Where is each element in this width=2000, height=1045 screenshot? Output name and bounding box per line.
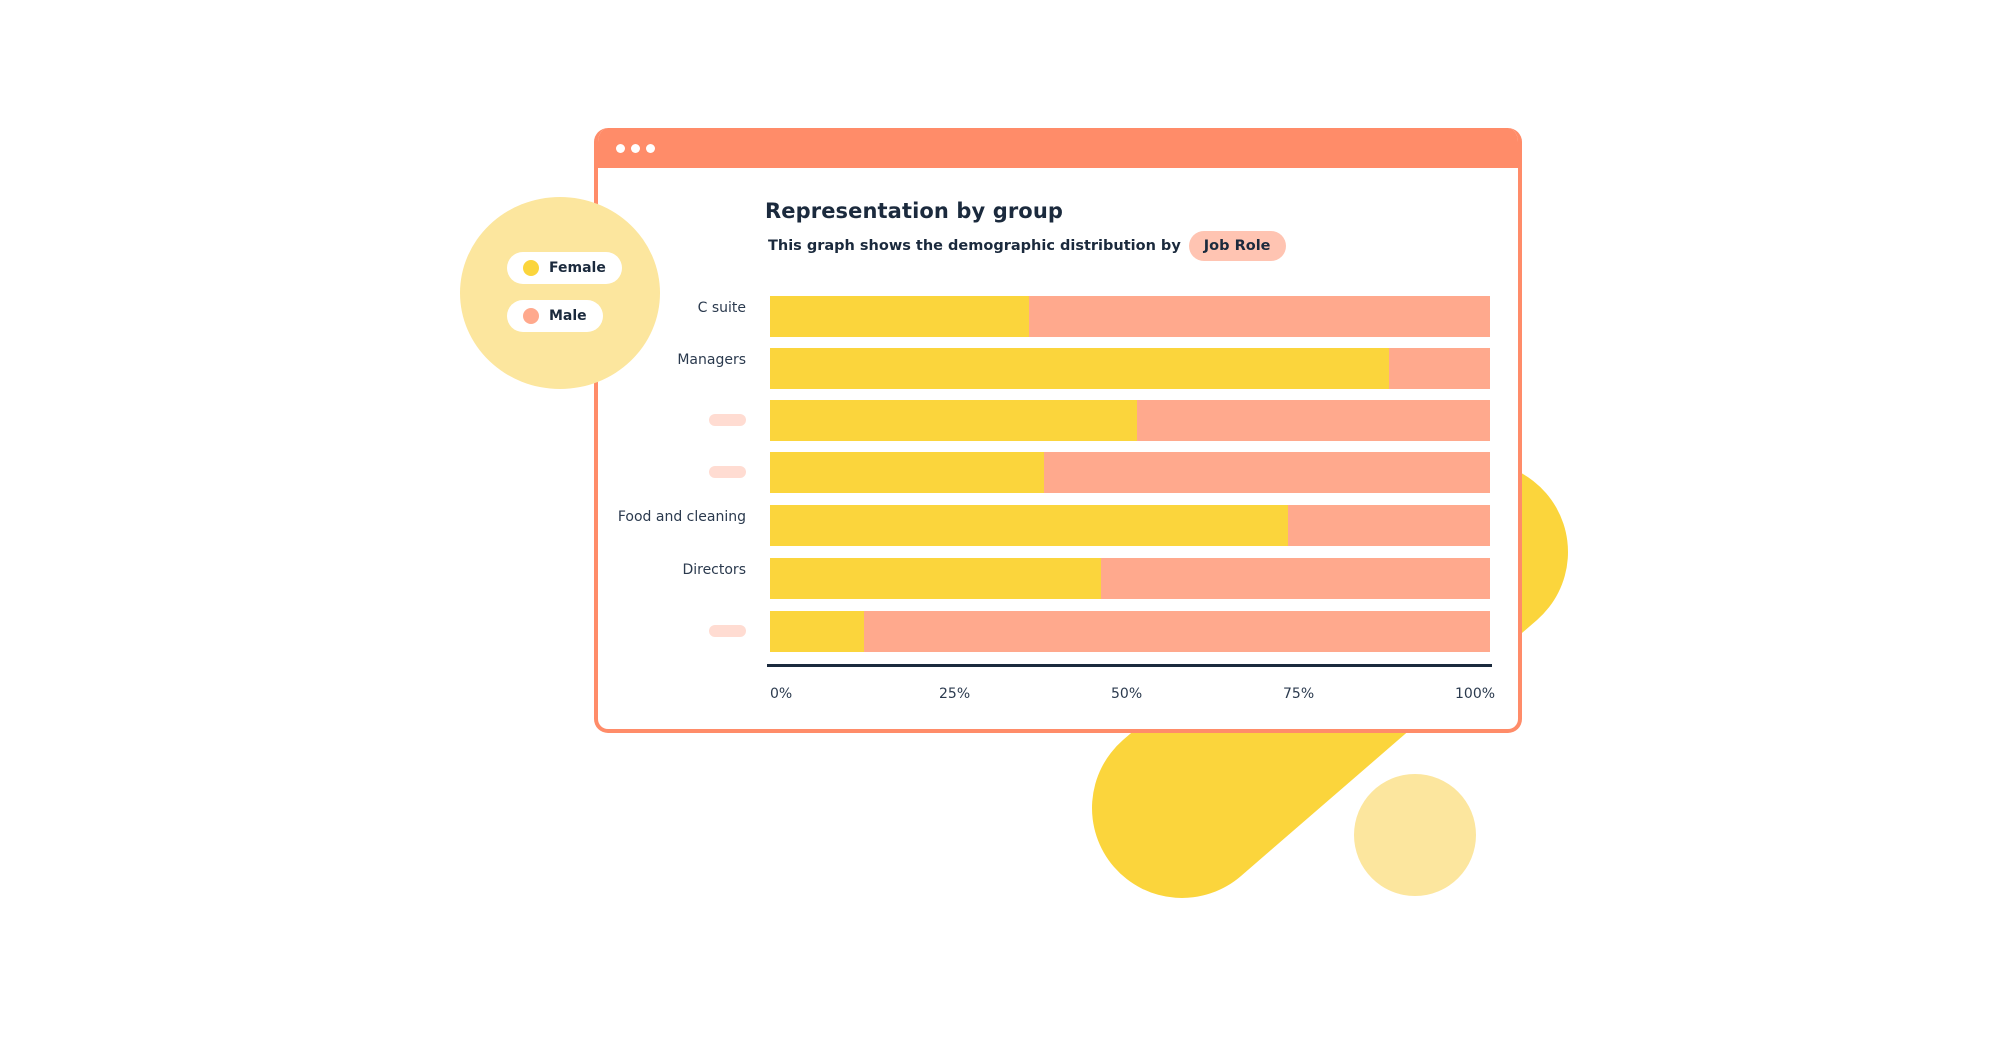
male-swatch-icon — [523, 308, 539, 324]
window-dot-icon — [646, 143, 655, 153]
row-label: C suite — [697, 300, 746, 316]
bar-segment-female[interactable] — [770, 296, 1030, 337]
bar-segment-male[interactable] — [1029, 296, 1490, 337]
chart-title: Representation by group — [765, 199, 1064, 223]
bar-segment-female[interactable] — [770, 611, 864, 652]
bar-segment-male[interactable] — [863, 611, 1490, 652]
stacked-bar[interactable] — [770, 452, 1490, 493]
bar-segment-male[interactable] — [1137, 400, 1490, 441]
legend-label: Male — [549, 308, 587, 324]
stacked-bar[interactable] — [770, 558, 1490, 599]
legend-label: Female — [549, 260, 606, 276]
row-label: Managers — [677, 352, 746, 368]
x-tick-label: 0% — [770, 686, 793, 702]
stacked-bar[interactable] — [770, 348, 1490, 389]
subtitle-text: This graph shows the demographic distrib… — [768, 238, 1181, 254]
row-label: Food and cleaning — [617, 509, 746, 525]
row-label-placeholder — [709, 414, 746, 426]
bar-segment-male[interactable] — [1389, 348, 1490, 389]
row-label-placeholder — [709, 466, 746, 478]
bar-segment-female[interactable] — [770, 452, 1044, 493]
bar-segment-male[interactable] — [1101, 558, 1490, 599]
bar-segment-male[interactable] — [1288, 505, 1490, 546]
bar-segment-male[interactable] — [1043, 452, 1490, 493]
bar-segment-female[interactable] — [770, 558, 1102, 599]
legend-item-male[interactable]: Male — [507, 300, 603, 332]
bar-segment-female[interactable] — [770, 348, 1390, 389]
female-swatch-icon — [523, 260, 539, 276]
row-label-placeholder — [709, 625, 746, 637]
window-titlebar — [598, 128, 1518, 168]
legend: Female Male — [460, 197, 660, 389]
chart-subtitle: This graph shows the demographic distrib… — [768, 231, 1286, 261]
x-tick-label: 100% — [1455, 686, 1496, 702]
decorative-light-circle — [1354, 774, 1476, 896]
stacked-bar[interactable] — [770, 296, 1490, 337]
x-tick-label: 25% — [939, 686, 971, 702]
bar-segment-female[interactable] — [770, 400, 1138, 441]
stacked-bar[interactable] — [770, 611, 1490, 652]
group-by-selector[interactable]: Job Role — [1188, 231, 1286, 261]
x-tick-label: 50% — [1111, 686, 1143, 702]
window-dot-icon — [631, 143, 640, 153]
window-dot-icon — [616, 143, 625, 153]
stacked-bar[interactable] — [770, 400, 1490, 441]
legend-item-female[interactable]: Female — [507, 252, 622, 284]
bar-segment-female[interactable] — [770, 505, 1289, 546]
stacked-bar[interactable] — [770, 505, 1490, 546]
x-axis-line — [767, 664, 1492, 667]
row-label: Directors — [682, 562, 746, 578]
x-tick-label: 75% — [1283, 686, 1315, 702]
